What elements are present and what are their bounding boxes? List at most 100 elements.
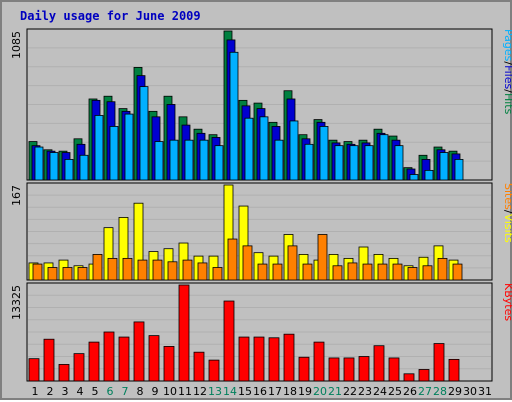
bar-pages-day-13 [214,145,224,181]
bar-sites-day-7 [122,257,133,281]
bar-sites-day-25 [392,263,403,281]
legend-kbytes: KBytes [502,283,512,321]
bar-sites-day-22 [347,262,358,281]
bar-pages-day-2 [49,152,59,181]
bar-kbytes-day-27 [418,369,430,382]
bar-kbytes-day-21 [328,357,340,382]
day-label-28: 28 [433,385,447,398]
bar-kbytes-day-28 [433,343,445,382]
bar-pages-day-22 [349,145,359,181]
legend-item: Sites [502,183,512,210]
bar-kbytes-day-24 [373,345,385,382]
bar-sites-day-20 [317,234,328,281]
bar-sites-day-23 [362,263,373,281]
legend-item: / [502,61,512,65]
bar-sites-day-21 [332,265,343,281]
bar-pages-day-8 [139,86,149,181]
bar-pages-day-12 [199,139,209,181]
bar-pages-day-11 [184,139,194,181]
bar-kbytes-day-6 [103,331,115,382]
bar-pages-day-26 [409,174,419,181]
bar-pages-day-21 [334,145,344,181]
bar-pages-day-17 [274,139,284,181]
bar-pages-day-16 [259,116,269,181]
day-label-10: 10 [163,385,177,398]
hits-max-label: 1085 [10,31,23,59]
bar-sites-day-19 [302,263,313,281]
bar-kbytes-day-15 [238,336,250,382]
bar-pages-day-29 [454,159,464,181]
bar-sites-day-12 [197,262,208,281]
bar-pages-day-4 [79,154,89,181]
bar-pages-day-25 [394,145,404,181]
day-label-23: 23 [358,385,372,398]
bar-kbytes-day-8 [133,321,145,382]
bar-pages-day-6 [109,126,119,181]
day-label-1: 1 [32,385,39,398]
bar-sites-day-27 [422,265,433,281]
bar-sites-day-3 [62,267,73,281]
day-label-7: 7 [122,385,129,398]
legend-item: Files [502,65,512,89]
bar-pages-day-23 [364,145,374,181]
bar-pages-day-24 [379,134,389,181]
bar-sites-day-5 [92,254,103,281]
day-label-22: 22 [343,385,357,398]
bar-kbytes-day-17 [268,337,280,382]
bar-kbytes-day-2 [43,338,55,382]
legend-item: KBytes [502,283,512,321]
bar-kbytes-day-1 [28,358,40,382]
bar-sites-day-9 [152,259,163,281]
legend-item: / [502,210,512,214]
bar-sites-day-10 [167,261,178,281]
bar-kbytes-day-7 [118,336,130,382]
bar-sites-day-1 [32,263,43,281]
bar-sites-day-14 [227,238,238,281]
bar-sites-day-18 [287,245,298,281]
day-label-5: 5 [92,385,99,398]
bar-sites-day-15 [242,245,253,281]
bar-kbytes-day-14 [223,300,235,382]
day-label-31: 31 [478,385,492,398]
day-label-2: 2 [47,385,54,398]
bar-pages-day-18 [289,120,299,181]
bar-sites-day-4 [77,267,88,281]
bar-sites-day-24 [377,263,388,281]
day-label-25: 25 [388,385,402,398]
legend-item: Visits [502,214,512,243]
bar-kbytes-day-13 [208,359,220,382]
bar-pages-day-7 [124,113,134,181]
legend-hits-files-pages: Pages/Files/Hits [502,29,512,115]
chart-title: Daily usage for June 2009 [20,9,201,23]
day-label-9: 9 [152,385,159,398]
day-label-17: 17 [268,385,282,398]
day-label-8: 8 [137,385,144,398]
bar-kbytes-day-3 [58,364,70,382]
bar-kbytes-day-20 [313,341,325,382]
visits-max-label: 167 [10,185,23,206]
bar-sites-day-13 [212,267,223,281]
day-label-4: 4 [77,385,84,398]
bar-kbytes-day-25 [388,357,400,382]
bar-sites-day-28 [437,257,448,281]
bar-kbytes-day-10 [163,346,175,382]
day-label-30: 30 [463,385,477,398]
day-label-19: 19 [298,385,312,398]
bar-pages-day-5 [94,115,104,181]
day-label-6: 6 [107,385,114,398]
bar-kbytes-day-19 [298,356,310,382]
bar-pages-day-19 [304,143,314,181]
bar-kbytes-day-12 [193,351,205,382]
bar-pages-day-27 [424,169,434,181]
legend-item: Pages [502,29,512,62]
bar-pages-day-15 [244,117,254,181]
bar-sites-day-2 [47,267,58,281]
bar-kbytes-day-26 [403,373,415,382]
bar-sites-day-8 [137,259,148,281]
bar-sites-day-17 [272,263,283,281]
day-label-24: 24 [373,385,387,398]
bar-pages-day-1 [34,146,44,181]
legend-item: / [502,89,512,93]
